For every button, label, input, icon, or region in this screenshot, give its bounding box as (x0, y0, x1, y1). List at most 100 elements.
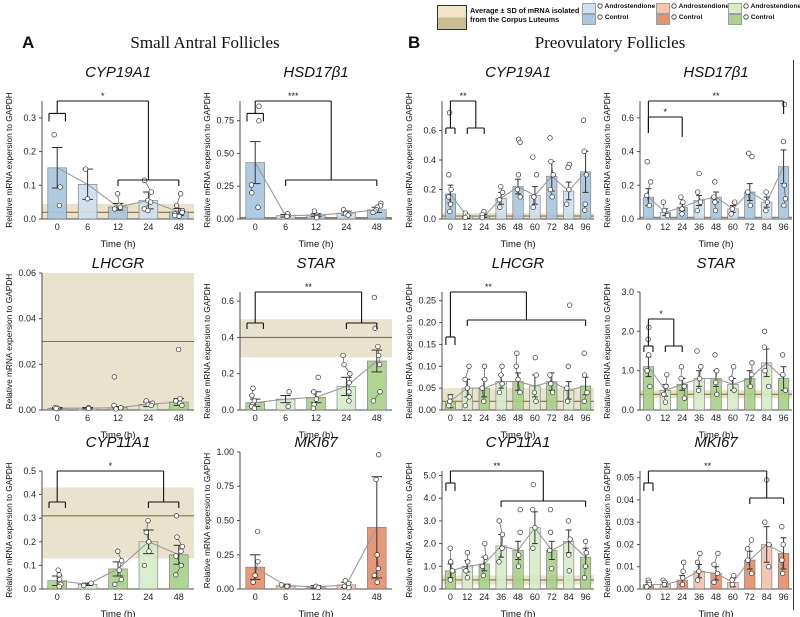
svg-text:12: 12 (660, 222, 670, 232)
svg-text:0.00: 0.00 (216, 214, 234, 224)
svg-text:**: ** (485, 282, 493, 292)
svg-text:24: 24 (143, 592, 153, 602)
svg-text:***: *** (288, 91, 299, 101)
svg-text:48: 48 (174, 592, 184, 602)
svg-text:12: 12 (113, 222, 123, 232)
svg-text:0.4: 0.4 (23, 490, 36, 500)
svg-text:84: 84 (564, 222, 574, 232)
svg-text:72: 72 (745, 222, 755, 232)
svg-text:0.0: 0.0 (423, 584, 436, 594)
svg-text:0.00: 0.00 (616, 584, 634, 594)
svg-text:24: 24 (677, 413, 687, 423)
svg-text:72: 72 (547, 413, 557, 423)
svg-text:Time (h): Time (h) (100, 609, 135, 617)
svg-text:Relative mRNA expersion to GAP: Relative mRNA expersion to GAPDH (4, 92, 14, 228)
svg-text:6: 6 (85, 592, 90, 602)
svg-text:72: 72 (745, 592, 755, 602)
svg-text:12: 12 (660, 592, 670, 602)
svg-text:12: 12 (113, 413, 123, 423)
svg-text:6: 6 (85, 222, 90, 232)
svg-text:2.0: 2.0 (423, 539, 436, 549)
svg-text:48: 48 (174, 222, 184, 232)
svg-text:STAR: STAR (297, 255, 336, 272)
svg-text:60: 60 (530, 592, 540, 602)
svg-text:Relative mRNA expersion to GAP: Relative mRNA expersion to GAPDH (202, 283, 212, 419)
svg-text:24: 24 (341, 413, 351, 423)
svg-text:0.5: 0.5 (23, 466, 36, 476)
svg-text:0.05: 0.05 (616, 473, 634, 483)
svg-text:0.0: 0.0 (423, 214, 436, 224)
svg-text:48: 48 (513, 413, 523, 423)
svg-text:84: 84 (564, 413, 574, 423)
svg-text:96: 96 (779, 222, 789, 232)
svg-text:0.01: 0.01 (616, 562, 634, 572)
svg-text:0: 0 (55, 413, 60, 423)
svg-text:96: 96 (581, 222, 591, 232)
svg-text:0: 0 (253, 222, 258, 232)
svg-text:**: ** (460, 91, 468, 101)
svg-text:0.75: 0.75 (216, 116, 234, 126)
svg-text:Relative mRNA expersion to GAP: Relative mRNA expersion to GAPDH (404, 92, 414, 228)
svg-text:24: 24 (341, 592, 351, 602)
svg-text:0.4: 0.4 (621, 147, 634, 157)
svg-text:0.2: 0.2 (23, 537, 36, 547)
svg-text:24: 24 (143, 222, 153, 232)
svg-text:4.0: 4.0 (423, 493, 436, 503)
svg-text:0: 0 (646, 592, 651, 602)
svg-text:Time (h): Time (h) (500, 609, 535, 617)
svg-text:**: ** (493, 461, 501, 471)
svg-text:24: 24 (677, 222, 687, 232)
svg-text:36: 36 (694, 413, 704, 423)
svg-text:1.0: 1.0 (423, 561, 436, 571)
svg-text:12: 12 (311, 413, 321, 423)
svg-text:96: 96 (779, 413, 789, 423)
svg-text:*: * (101, 91, 105, 101)
svg-text:0: 0 (448, 413, 453, 423)
svg-text:MKI67: MKI67 (294, 434, 338, 451)
svg-text:Time (h): Time (h) (698, 239, 733, 250)
svg-text:3.0: 3.0 (621, 287, 634, 297)
svg-text:60: 60 (728, 592, 738, 602)
svg-text:96: 96 (581, 413, 591, 423)
svg-text:12: 12 (660, 413, 670, 423)
svg-text:0.15: 0.15 (418, 339, 436, 349)
svg-text:36: 36 (496, 592, 506, 602)
svg-text:CYP11A1: CYP11A1 (486, 434, 551, 451)
svg-text:48: 48 (711, 592, 721, 602)
svg-text:0.06: 0.06 (18, 268, 36, 278)
svg-text:36: 36 (694, 222, 704, 232)
svg-text:24: 24 (677, 592, 687, 602)
svg-text:0.04: 0.04 (616, 495, 634, 505)
svg-text:48: 48 (513, 222, 523, 232)
svg-text:0: 0 (253, 413, 258, 423)
svg-text:0.25: 0.25 (216, 550, 234, 560)
svg-text:0.03: 0.03 (616, 517, 634, 527)
svg-text:48: 48 (174, 413, 184, 423)
svg-text:12: 12 (462, 222, 472, 232)
svg-text:0.75: 0.75 (216, 481, 234, 491)
svg-text:LHCGR: LHCGR (492, 255, 545, 272)
svg-text:0.25: 0.25 (418, 296, 436, 306)
svg-text:Relative mRNA expersion to GAP: Relative mRNA expersion to GAPDH (602, 283, 612, 419)
svg-text:12: 12 (462, 413, 472, 423)
svg-text:HSD17β1: HSD17β1 (283, 64, 348, 81)
svg-text:0.2: 0.2 (621, 180, 634, 190)
svg-text:60: 60 (728, 222, 738, 232)
svg-text:Relative mRNA expersion to GAP: Relative mRNA expersion to GAPDH (602, 92, 612, 228)
svg-text:0.00: 0.00 (418, 405, 436, 415)
svg-text:60: 60 (530, 413, 540, 423)
svg-text:0.05: 0.05 (418, 383, 436, 393)
svg-text:24: 24 (479, 592, 489, 602)
svg-text:0.4: 0.4 (423, 155, 436, 165)
svg-text:96: 96 (581, 592, 591, 602)
svg-text:0: 0 (448, 222, 453, 232)
svg-text:**: ** (704, 461, 712, 471)
svg-text:Time (h): Time (h) (298, 609, 333, 617)
svg-text:0.50: 0.50 (216, 516, 234, 526)
svg-text:*: * (664, 107, 668, 117)
svg-text:0.10: 0.10 (418, 361, 436, 371)
svg-text:0.4: 0.4 (221, 332, 234, 342)
svg-text:Time (h): Time (h) (698, 609, 733, 617)
svg-text:0.0: 0.0 (621, 214, 634, 224)
svg-text:84: 84 (762, 222, 772, 232)
